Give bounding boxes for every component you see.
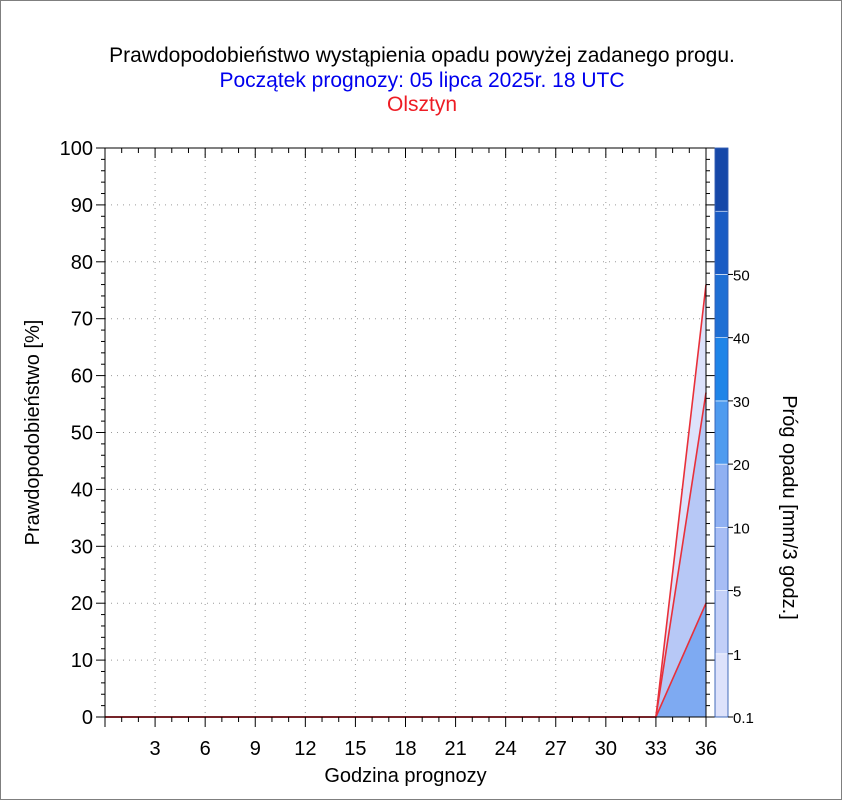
chart-title: Prawdopodobieństwo wystąpienia opadu pow… bbox=[109, 44, 735, 67]
y-tick-label: 60 bbox=[71, 366, 93, 388]
x-tick-label: 36 bbox=[695, 738, 717, 760]
colorbar-tick-label: 20 bbox=[733, 457, 750, 474]
probability-line bbox=[105, 392, 707, 718]
y-tick-label: 30 bbox=[71, 536, 93, 558]
y-axis-label: Prawdopodobieństwo [%] bbox=[22, 320, 44, 546]
x-tick-label: 33 bbox=[645, 738, 667, 760]
x-tick-label: 18 bbox=[394, 738, 416, 760]
y-tick-label: 70 bbox=[71, 309, 93, 331]
y-tick-label: 0 bbox=[82, 707, 93, 729]
colorbar-segment bbox=[714, 463, 729, 528]
colorbar-tick-label: 30 bbox=[733, 394, 750, 411]
colorbar-segment bbox=[714, 590, 729, 655]
y-tick-label: 100 bbox=[60, 138, 93, 160]
forecast-start-subtitle: Początek prognozy: 05 lipca 2025r. 18 UT… bbox=[219, 69, 625, 92]
colorbar-segment bbox=[714, 527, 729, 591]
x-tick-label: 12 bbox=[294, 738, 316, 760]
colorbar-segment bbox=[714, 653, 729, 718]
colorbar-tick-label: 50 bbox=[733, 267, 750, 284]
colorbar-tick-label: 10 bbox=[733, 520, 750, 537]
colorbar-label: Próg opadu [mm/3 godz.] bbox=[778, 395, 800, 620]
x-axis-label: Godzina prognozy bbox=[324, 765, 486, 787]
colorbar bbox=[714, 147, 729, 718]
colorbar-tick-label: 5 bbox=[733, 584, 741, 601]
colorbar-segment bbox=[714, 400, 729, 465]
colorbar-border bbox=[714, 147, 729, 718]
y-tick-label: 80 bbox=[71, 252, 93, 274]
x-tick-label: 24 bbox=[495, 738, 517, 760]
x-tick-label: 3 bbox=[150, 738, 161, 760]
x-tick-label: 15 bbox=[344, 738, 366, 760]
colorbar-tick-label: 40 bbox=[733, 331, 750, 348]
x-tick-label: 6 bbox=[200, 738, 211, 760]
colorbar-segment bbox=[714, 147, 729, 212]
x-tick-label: 27 bbox=[545, 738, 567, 760]
x-tick-label: 30 bbox=[595, 738, 617, 760]
colorbar-tick-label: 1 bbox=[733, 647, 741, 664]
colorbar-segment bbox=[714, 210, 729, 275]
colorbar-segment bbox=[714, 274, 729, 338]
y-tick-label: 20 bbox=[71, 593, 93, 615]
x-tick-label: 21 bbox=[444, 738, 466, 760]
y-tick-labels: 0 10 20 30 40 50 60 70 80 90 100 bbox=[60, 138, 93, 729]
y-tick-label: 90 bbox=[71, 195, 93, 217]
y-tick-label: 50 bbox=[71, 423, 93, 445]
colorbar-tick-labels: 0.1 1 5 10 20 30 40 50 bbox=[728, 267, 754, 727]
colorbar-segment bbox=[714, 337, 729, 402]
y-tick-label: 40 bbox=[71, 479, 93, 501]
grid bbox=[105, 148, 706, 717]
probability-area bbox=[105, 392, 706, 717]
location-label: Olsztyn bbox=[386, 93, 457, 116]
axis-ticks bbox=[96, 147, 715, 727]
x-tick-label: 9 bbox=[250, 738, 261, 760]
y-tick-label: 10 bbox=[71, 650, 93, 672]
colorbar-tick-label: 0.1 bbox=[733, 710, 754, 727]
x-tick-labels: 3 6 9 12 15 18 21 24 27 30 33 36 bbox=[150, 738, 718, 760]
